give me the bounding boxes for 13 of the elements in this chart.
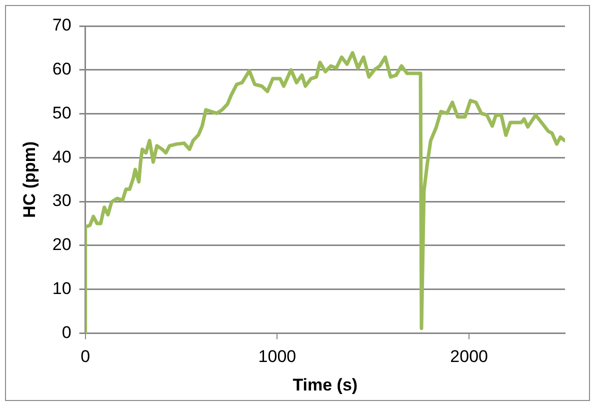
x-tick-label: 1000 — [258, 347, 296, 366]
y-tick-label: 70 — [52, 16, 72, 35]
y-tick-label: 20 — [52, 235, 72, 254]
y-tick-label: 10 — [52, 279, 72, 298]
y-axis-title: HC (ppm) — [20, 141, 39, 218]
y-tick-label: 60 — [52, 60, 72, 79]
x-tick-label: 2000 — [450, 347, 488, 366]
y-tick-label: 40 — [52, 147, 72, 166]
x-tick-label: 0 — [80, 347, 90, 366]
y-tick-label: 30 — [52, 191, 72, 210]
x-axis-title: Time (s) — [292, 375, 358, 394]
y-tick-label: 0 — [62, 322, 72, 342]
y-tick-label: 50 — [52, 103, 72, 122]
